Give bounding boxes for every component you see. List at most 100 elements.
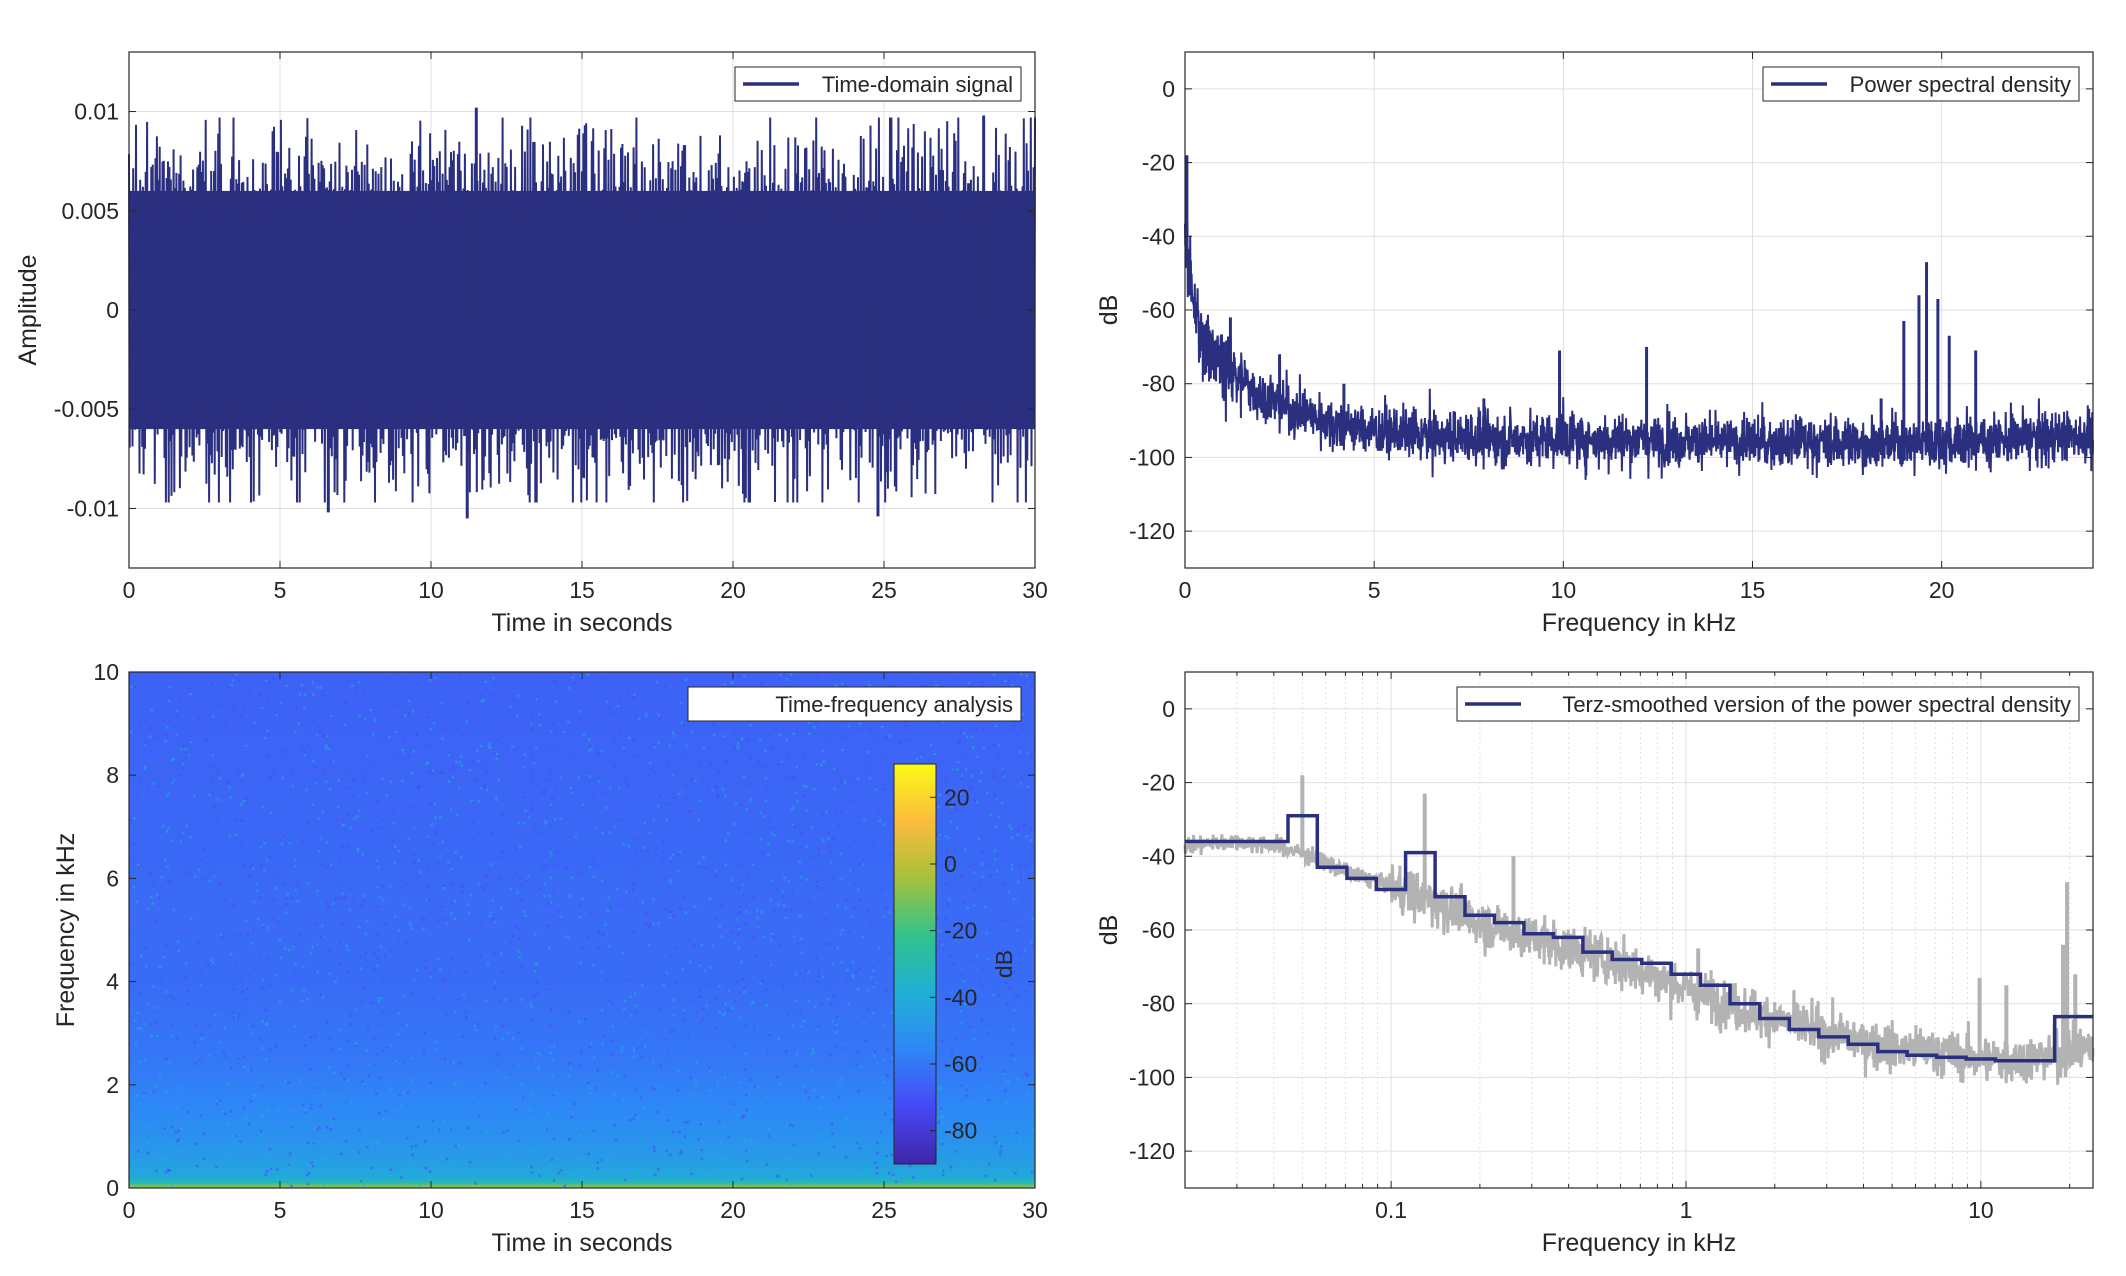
- spectrogram-cell: [477, 1102, 481, 1105]
- spectrogram-cell: [138, 1102, 142, 1105]
- spectrogram-cell: [658, 717, 661, 720]
- spectrogram-cell: [181, 831, 185, 834]
- spectrogram-cell: [241, 819, 244, 823]
- spectrogram-cell: [994, 1179, 997, 1182]
- spectrogram-cell: [1024, 865, 1027, 868]
- spectrogram-cell: [709, 966, 712, 969]
- spectrogram-cell: [149, 872, 152, 876]
- spectrogram-cell: [966, 735, 969, 739]
- spectrogram-cell: [983, 1181, 987, 1185]
- spectrogram-cell: [511, 745, 514, 748]
- spectrogram-cell: [409, 1079, 413, 1082]
- spectrogram-cell: [981, 985, 984, 988]
- spectrogram-cell: [434, 816, 437, 820]
- spectrogram-cell: [133, 817, 136, 820]
- spectrogram-cell: [881, 788, 885, 791]
- spectrogram-cell: [708, 1066, 711, 1070]
- spectrogram-cell: [771, 932, 774, 935]
- spectrogram-cell: [462, 1158, 465, 1162]
- spectrogram-cell: [557, 1171, 561, 1175]
- spectrogram-cell: [136, 1026, 140, 1030]
- spectrogram-cell: [746, 738, 749, 742]
- spectrogram-cell: [580, 946, 583, 949]
- spectrogram-cell: [520, 998, 523, 1001]
- spectrogram-cell: [338, 1028, 341, 1032]
- spectrogram-cell: [316, 1128, 319, 1131]
- spectrogram-cell: [884, 1073, 888, 1077]
- spectrogram-cell: [1022, 900, 1025, 903]
- spectrogram-cell: [198, 1059, 202, 1063]
- spectrogram-cell: [972, 1038, 976, 1041]
- spectrogram-cell: [153, 1006, 156, 1009]
- spectrogram-cell: [369, 761, 372, 765]
- spectrogram-cell: [412, 853, 416, 856]
- spectrogram-cell: [545, 745, 548, 749]
- spectrogram-cell: [389, 1044, 393, 1047]
- spectrogram-cell: [252, 867, 255, 871]
- time-signal-line: [128, 117, 1036, 503]
- spectrogram-cell: [992, 775, 995, 778]
- spectrogram-cell: [264, 1009, 267, 1012]
- spectrogram-cell: [495, 757, 498, 761]
- spectrogram-cell: [783, 854, 786, 857]
- spectrogram-cell: [1011, 863, 1014, 866]
- spectrogram-cell: [465, 999, 468, 1002]
- spectrogram-cell: [371, 733, 375, 736]
- spectrogram-cell: [399, 1176, 403, 1179]
- spectrogram-cell: [669, 953, 672, 957]
- spectrogram-cell: [759, 838, 763, 841]
- spectrogram-cell: [325, 735, 329, 738]
- spectrogram-cell: [403, 1091, 406, 1094]
- spectrogram-cell: [809, 900, 812, 904]
- spectrogram-cell: [318, 724, 322, 728]
- spectrogram-cell: [944, 834, 947, 838]
- spectrogram-cell: [718, 984, 721, 988]
- spectrogram-cell: [548, 823, 552, 826]
- spectrogram-cell: [298, 693, 302, 696]
- spectrogram-cell: [286, 750, 290, 753]
- spectrogram-cell: [167, 827, 170, 830]
- spectrogram-cell: [551, 1058, 555, 1061]
- spectrogram-cell: [461, 1035, 465, 1039]
- spectrogram-cell: [453, 1010, 457, 1014]
- spectrogram-cell: [200, 859, 204, 862]
- spectrogram-cell: [171, 1034, 174, 1038]
- spectrogram-cell: [268, 680, 271, 684]
- spectrogram-cell: [833, 1044, 837, 1048]
- spectrogram-cell: [325, 841, 329, 844]
- spectrogram-cell: [429, 1081, 432, 1085]
- spectrogram-cell: [841, 736, 844, 739]
- spectrogram-cell: [772, 935, 776, 939]
- spectrogram-cell: [813, 1089, 816, 1092]
- spectrogram-cell: [700, 1157, 704, 1160]
- spectrogram-cell: [175, 1130, 178, 1134]
- spectrogram-cell: [664, 1166, 668, 1170]
- spectrogram-cell: [550, 1158, 554, 1161]
- spectrogram-cell: [462, 1147, 465, 1150]
- spectrogram-cell: [883, 823, 886, 827]
- spectrogram-cell: [596, 1069, 599, 1072]
- spectrogram-cell: [401, 1023, 404, 1026]
- spectrogram-cell: [758, 1101, 762, 1105]
- spectrogram-cell: [1016, 833, 1019, 836]
- spectrogram-cell: [888, 734, 891, 738]
- spectrogram-cell: [239, 1140, 242, 1143]
- spectrogram-cell: [278, 1000, 281, 1004]
- y-axis-label: dB: [1095, 915, 1123, 946]
- spectrogram-cell: [618, 732, 622, 735]
- spectrogram-cell: [891, 921, 894, 925]
- spectrogram-cell: [486, 875, 489, 879]
- spectrogram-cell: [150, 1035, 153, 1038]
- spectrogram-cell: [705, 1014, 709, 1017]
- spectrogram-cell: [130, 685, 133, 689]
- spectrogram-cell: [863, 767, 866, 771]
- spectrogram-cell: [507, 1032, 510, 1035]
- spectrogram-cell: [600, 749, 603, 753]
- spectrogram-cell: [169, 994, 172, 998]
- spectrogram-cell: [322, 1184, 326, 1187]
- spectrogram-cell: [958, 738, 961, 742]
- spectrogram-cell: [262, 875, 266, 878]
- spectrogram-cell: [254, 967, 257, 970]
- spectrogram-cell: [397, 1033, 400, 1036]
- spectrogram-cell: [215, 769, 218, 773]
